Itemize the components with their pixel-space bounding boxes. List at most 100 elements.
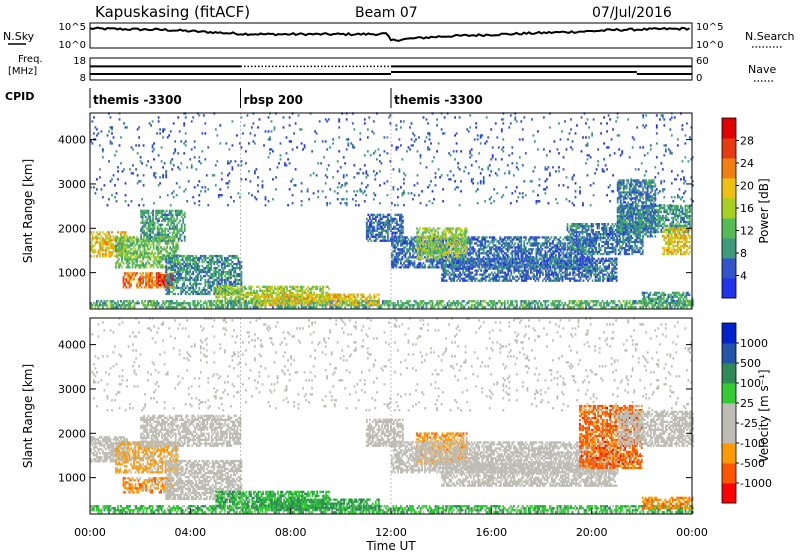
power-cell xyxy=(230,274,232,278)
power-cell xyxy=(167,221,170,224)
power-cell xyxy=(164,242,167,245)
power-cell xyxy=(202,254,205,258)
power-cell xyxy=(398,266,401,269)
power-cell xyxy=(226,289,228,292)
power-cell xyxy=(121,242,123,245)
power-cell xyxy=(281,300,283,303)
power-cell xyxy=(235,291,237,294)
power-cell xyxy=(225,258,228,262)
power-cell xyxy=(529,304,532,307)
power-cell xyxy=(330,300,333,303)
power-cell xyxy=(472,250,475,253)
power-cell xyxy=(159,306,161,309)
power-cell xyxy=(449,256,452,259)
power-cell xyxy=(155,258,158,261)
power-cell xyxy=(223,274,226,278)
power-cell xyxy=(229,285,231,288)
power-cell xyxy=(540,302,542,305)
power-cell xyxy=(184,292,187,296)
power-cell xyxy=(396,223,398,226)
power-cell xyxy=(242,299,245,302)
power-cell xyxy=(161,266,164,269)
power-cell xyxy=(487,304,490,307)
power-cell xyxy=(122,280,125,283)
power-cell xyxy=(256,297,258,300)
power-cell xyxy=(490,258,493,261)
power-cell xyxy=(180,302,183,305)
power-cell xyxy=(445,240,447,243)
power-cell xyxy=(640,302,643,305)
power-cell xyxy=(151,280,153,283)
power-cell xyxy=(350,306,353,309)
power-cell xyxy=(374,215,377,218)
summary-frame-nsky xyxy=(89,22,693,49)
power-cell xyxy=(167,223,170,226)
power-cell xyxy=(230,295,233,298)
power-cell xyxy=(116,260,119,263)
power-cell xyxy=(361,295,364,298)
power-cell xyxy=(287,297,290,300)
power-cell xyxy=(257,293,260,296)
power-cell xyxy=(373,299,376,302)
power-cell xyxy=(555,306,557,309)
power-cell xyxy=(379,227,382,230)
power-cell xyxy=(452,302,455,305)
power-cell xyxy=(397,229,400,232)
power-cell xyxy=(379,213,382,216)
power-cell xyxy=(103,239,106,242)
power-cell xyxy=(535,300,538,303)
power-cell xyxy=(588,304,590,307)
power-cell xyxy=(106,249,109,252)
power-cell xyxy=(198,268,201,272)
power-cell xyxy=(239,272,241,276)
power-cell xyxy=(425,306,428,309)
power-cell xyxy=(237,300,240,303)
power-cell xyxy=(179,229,182,232)
power-cell xyxy=(140,211,142,214)
power-cell xyxy=(224,299,227,302)
power-cell xyxy=(211,304,214,307)
power-cell xyxy=(494,262,497,265)
power-cell xyxy=(392,260,395,263)
power-cell xyxy=(247,295,249,298)
power-cell xyxy=(186,284,189,288)
power-cell xyxy=(164,211,166,214)
power-cell xyxy=(263,297,266,300)
power-cell xyxy=(274,287,276,290)
power-cell xyxy=(180,286,183,290)
power-cell xyxy=(461,300,464,303)
power-cell xyxy=(217,258,220,262)
power-cell xyxy=(661,306,664,309)
power-cell xyxy=(491,238,494,241)
power-cell xyxy=(398,306,401,309)
power-cell xyxy=(169,300,172,303)
power-cell xyxy=(391,236,393,239)
power-cell xyxy=(111,300,113,303)
power-cell xyxy=(515,264,518,267)
power-cell xyxy=(391,302,393,305)
power-cell xyxy=(118,264,120,267)
power-cell xyxy=(112,249,115,252)
power-cell xyxy=(94,306,97,309)
power-cell xyxy=(597,300,599,303)
power-cell xyxy=(413,264,416,267)
power-cell xyxy=(552,242,554,245)
power-cell xyxy=(94,235,97,238)
power-cell xyxy=(183,237,186,240)
power-cell xyxy=(506,300,509,303)
power-cell xyxy=(166,252,169,255)
power-cell xyxy=(404,238,407,241)
power-cell xyxy=(488,250,491,253)
power-cell xyxy=(143,250,146,253)
power-cell xyxy=(211,282,214,286)
power-cell xyxy=(428,302,431,305)
power-cell xyxy=(406,242,408,245)
power-cell xyxy=(189,286,192,290)
power-cell xyxy=(294,306,297,309)
power-cell xyxy=(323,295,326,298)
power-cell xyxy=(497,266,500,269)
power-cell xyxy=(131,242,134,245)
power-cell xyxy=(234,256,237,260)
power-cell xyxy=(119,264,122,267)
power-cell xyxy=(236,256,238,260)
